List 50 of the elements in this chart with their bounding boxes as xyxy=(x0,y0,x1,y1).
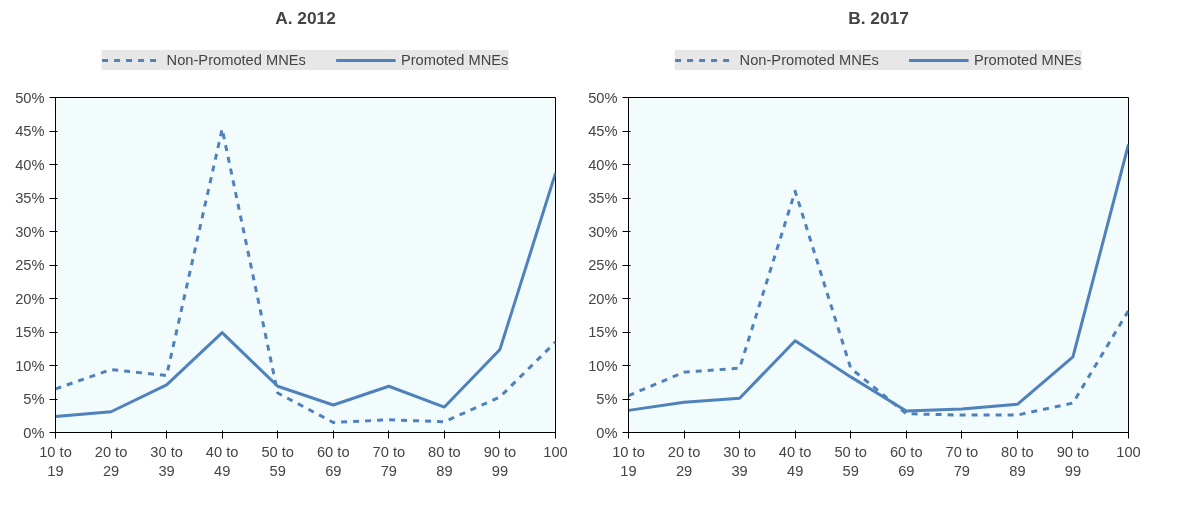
legend-label: Promoted MNEs xyxy=(400,51,509,68)
x-tick-label: 20 to 29 xyxy=(94,443,128,479)
x-tick-label: 50 to 59 xyxy=(261,443,295,479)
x-tick-label: 100 xyxy=(1116,443,1141,460)
y-tick-label: 30% xyxy=(588,223,618,240)
x-tick-label: 20 to 29 xyxy=(667,443,701,479)
y-tick-label: 45% xyxy=(588,123,618,139)
y-tick-label: 0% xyxy=(596,424,618,441)
x-tick-label: 10 to 19 xyxy=(39,443,72,479)
x-tick-label: 70 to 79 xyxy=(372,443,406,479)
y-tick-label: 20% xyxy=(588,290,618,307)
legend-label: Promoted MNEs xyxy=(973,51,1082,68)
x-tick-label: 90 to 99 xyxy=(1056,443,1090,479)
y-tick-label: 20% xyxy=(15,290,45,307)
x-tick-label: 70 to 79 xyxy=(945,443,979,479)
chart-title: A. 2012 xyxy=(275,7,336,28)
x-tick-label: 40 to 49 xyxy=(778,443,812,479)
x-tick-label: 40 to 49 xyxy=(205,443,239,479)
x-tick-label: 30 to 39 xyxy=(723,443,756,479)
y-tick-label: 5% xyxy=(23,391,45,407)
y-tick-label: 40% xyxy=(588,156,618,173)
y-tick-label: 25% xyxy=(15,257,45,273)
y-tick-label: 5% xyxy=(596,391,618,407)
line-series xyxy=(628,142,1129,413)
x-tick-label: 30 to 39 xyxy=(150,443,183,479)
y-tick-label: 50% xyxy=(15,89,45,106)
y-tick-label: 15% xyxy=(588,324,618,340)
y-tick-label: 10% xyxy=(588,357,618,374)
x-tick-label: 10 to 19 xyxy=(612,443,645,479)
x-tick-label: 80 to 89 xyxy=(1001,443,1034,479)
y-tick-label: 35% xyxy=(15,190,45,206)
chart-title: B. 2017 xyxy=(848,7,909,28)
legend-label: Non-Promoted MNEs xyxy=(166,51,306,68)
y-tick-label: 0% xyxy=(23,424,45,441)
y-tick-label: 40% xyxy=(15,156,45,173)
y-tick-label: 50% xyxy=(588,89,618,106)
y-tick-label: 45% xyxy=(15,123,45,139)
x-tick-label: 90 to 99 xyxy=(483,443,517,479)
y-tick-label: 15% xyxy=(15,324,45,340)
y-tick-label: 35% xyxy=(588,190,618,206)
x-tick-label: 60 to 69 xyxy=(316,443,350,479)
x-tick-label: 50 to 59 xyxy=(834,443,868,479)
y-tick-label: 30% xyxy=(15,223,45,240)
x-tick-label: 80 to 89 xyxy=(428,443,461,479)
x-tick-label: 100 xyxy=(543,443,568,460)
line-series xyxy=(55,127,556,424)
x-tick-label: 60 to 69 xyxy=(889,443,923,479)
y-tick-label: 10% xyxy=(15,357,45,374)
legend-label: Non-Promoted MNEs xyxy=(739,51,879,68)
y-tick-label: 25% xyxy=(588,257,618,273)
